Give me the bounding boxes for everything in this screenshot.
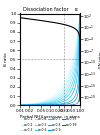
Title: Dissociation factor    α: Dissociation factor α: [23, 7, 77, 12]
Y-axis label: KN ratio: KN ratio: [99, 51, 100, 68]
Y-axis label: B ratio: B ratio: [4, 53, 8, 66]
Legend: α=0.1, α=0.2, α=0.3, α=0.4, α=0.5, α=0.6, α=0.7, α=0.8, α=0.9, α=0.95, α=0.99: α=0.1, α=0.2, α=0.3, α=0.4, α=0.5, α=0.6…: [20, 116, 78, 134]
X-axis label: Partial NH3 pressure, in atms: Partial NH3 pressure, in atms: [20, 115, 80, 119]
